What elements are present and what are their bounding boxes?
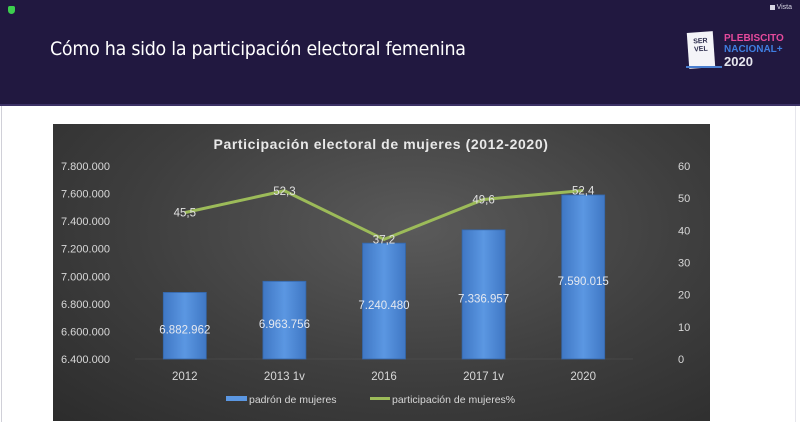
logo-text-line3: 2020 bbox=[724, 55, 784, 68]
y-right-tick-label: 20 bbox=[678, 290, 690, 302]
line-data-label: 52,3 bbox=[273, 186, 295, 198]
legend-label-line: participación de mujeres% bbox=[392, 394, 515, 406]
y-right-tick-label: 40 bbox=[678, 225, 690, 237]
slide-header: Vista Cómo ha sido la participación elec… bbox=[0, 0, 800, 106]
slide-title: Cómo ha sido la participación electoral … bbox=[50, 38, 466, 60]
content-frame-left bbox=[1, 106, 2, 422]
bar-data-label: 7.590.015 bbox=[558, 276, 609, 288]
view-button[interactable]: Vista bbox=[770, 4, 792, 11]
ballot-icon: SER VEL bbox=[687, 31, 715, 69]
y-right-tick-label: 0 bbox=[678, 354, 684, 366]
bar-data-label: 6.963.756 bbox=[259, 319, 310, 331]
x-tick-label: 2013 1v bbox=[264, 371, 305, 383]
bar-data-label: 7.240.480 bbox=[358, 300, 409, 312]
view-label: Vista bbox=[777, 4, 792, 11]
x-tick-label: 2012 bbox=[172, 371, 198, 383]
x-tick-label: 2020 bbox=[570, 371, 596, 383]
content-frame-right bbox=[795, 106, 796, 422]
legend: padrón de mujeres participación de mujer… bbox=[226, 394, 515, 406]
y-right-tick-label: 50 bbox=[678, 193, 690, 205]
x-tick-label: 2017 1v bbox=[463, 371, 504, 383]
line-data-label: 52,4 bbox=[572, 185, 595, 197]
chart-title: Participación electoral de mujeres (2012… bbox=[214, 136, 549, 152]
y-right-tick-label: 10 bbox=[678, 322, 690, 334]
view-icon bbox=[770, 5, 775, 10]
y-left-tick-label: 7.000.000 bbox=[61, 271, 110, 283]
participation-line bbox=[185, 190, 583, 239]
y-left-tick-label: 7.800.000 bbox=[61, 161, 110, 173]
y-left-tick-label: 6.600.000 bbox=[61, 326, 110, 338]
line-data-label: 49,6 bbox=[472, 194, 494, 206]
bar-data-label: 7.336.957 bbox=[458, 293, 509, 305]
y-right-tick-label: 30 bbox=[678, 258, 690, 270]
y-left-tick-label: 6.800.000 bbox=[61, 299, 110, 311]
y-left-tick-label: 7.200.000 bbox=[61, 244, 110, 256]
chart-container: Participación electoral de mujeres (2012… bbox=[53, 124, 710, 421]
line-data-label: 37,2 bbox=[373, 234, 395, 246]
line-data-label: 45,5 bbox=[174, 208, 196, 220]
legend-swatch-bar bbox=[226, 396, 247, 401]
logo-text-line1: PLEBISCITO bbox=[724, 33, 784, 44]
y-left-tick-label: 6.400.000 bbox=[61, 354, 110, 366]
legend-swatch-line bbox=[370, 397, 390, 400]
logo-ballot-base bbox=[686, 66, 722, 68]
x-tick-label: 2016 bbox=[371, 371, 397, 383]
y-right-tick-label: 60 bbox=[678, 161, 690, 173]
servel-plebiscito-logo: SER VEL PLEBISCITO NACIONAL+ 2020 bbox=[688, 32, 788, 74]
logo-ballot-line2: VEL bbox=[688, 45, 714, 55]
y-left-tick-label: 7.600.000 bbox=[61, 189, 110, 201]
shield-check-icon bbox=[8, 6, 15, 14]
y-left-tick-label: 7.400.000 bbox=[61, 216, 110, 228]
legend-label-bar: padrón de mujeres bbox=[249, 394, 337, 406]
combo-chart: Participación electoral de mujeres (2012… bbox=[53, 124, 710, 421]
bar-data-label: 6.882.962 bbox=[159, 325, 210, 337]
